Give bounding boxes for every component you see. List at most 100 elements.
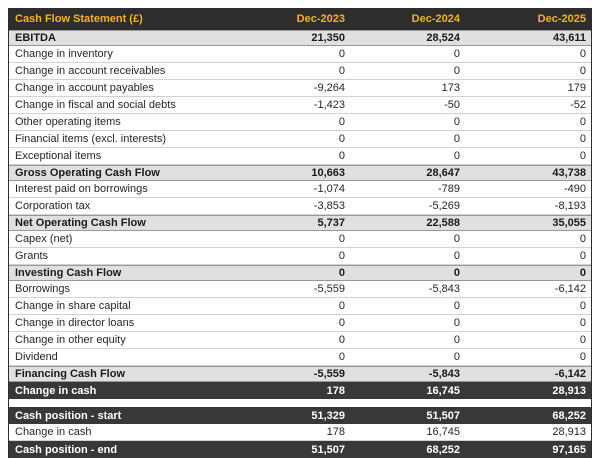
row-value: 16,745: [426, 426, 460, 438]
row-value: 51,507: [311, 443, 345, 456]
row-value: 0: [579, 65, 586, 77]
row-value: 0: [579, 250, 586, 262]
table-body: EBITDA 21,350 28,524 43,611 Change in invent…: [9, 30, 591, 458]
row-label: Other operating items: [15, 116, 121, 128]
row-value: 0: [579, 116, 586, 128]
row-value: -50: [444, 99, 460, 111]
row-value: -789: [437, 183, 460, 195]
row-value: -5,269: [428, 200, 460, 212]
table-row: Interest paid on borrowings -1,074 -789 -49…: [9, 181, 591, 198]
row-value: 0: [579, 48, 586, 60]
table-row: Change in inventory 0 0 0: [9, 46, 591, 63]
row-value: -1,074: [313, 183, 345, 195]
table-row: EBITDA 21,350 28,524 43,611: [9, 30, 591, 46]
row-value: 0: [579, 317, 586, 329]
row-value: 0: [453, 116, 460, 128]
row-label: Change in director loans: [15, 317, 135, 329]
row-label: Interest paid on borrowings: [15, 183, 148, 195]
column-header-dec-2023: Dec-2023: [296, 13, 345, 25]
row-value: 0: [338, 116, 345, 128]
table-row: Corporation tax -3,853 -5,269 -8,193: [9, 198, 591, 215]
table-row: Change in other equity 0 0 0: [9, 332, 591, 349]
row-value: -6,142: [554, 368, 586, 380]
row-label: Gross Operating Cash Flow: [15, 167, 160, 179]
row-value: 43,738: [552, 167, 586, 179]
row-label: Net Operating Cash Flow: [15, 217, 146, 229]
table-row: Cash position - end 51,507 68,252 97,165: [9, 441, 591, 458]
row-value: 97,165: [552, 443, 586, 456]
row-value: 0: [579, 133, 586, 145]
column-header-dec-2025: Dec-2025: [537, 13, 586, 25]
row-value: 28,913: [552, 426, 586, 438]
row-value: 0: [453, 334, 460, 346]
row-value: 43,611: [552, 32, 586, 44]
row-value: -5,559: [313, 368, 345, 380]
row-value: 68,252: [426, 443, 460, 456]
table-row: Cash position - start 51,329 51,507 68,252: [9, 407, 591, 424]
row-value: 0: [338, 317, 345, 329]
row-label: Change in share capital: [15, 300, 131, 312]
row-value: 0: [453, 351, 460, 363]
row-value: 178: [326, 426, 345, 438]
row-value: 0: [453, 150, 460, 162]
row-value: 0: [338, 300, 345, 312]
table-row: Change in cash 178 16,745 28,913: [9, 382, 591, 399]
row-value: 0: [453, 317, 460, 329]
row-value: -1,423: [313, 99, 345, 111]
row-label: Borrowings: [15, 283, 71, 295]
row-value: 0: [579, 351, 586, 363]
row-value: 0: [453, 300, 460, 312]
row-value: -490: [563, 183, 586, 195]
row-value: 0: [338, 133, 345, 145]
row-label: Investing Cash Flow: [15, 267, 122, 279]
row-value: 0: [338, 250, 345, 262]
row-value: 22,588: [426, 217, 460, 229]
row-label: Change in cash: [15, 426, 92, 438]
row-value: -9,264: [313, 82, 345, 94]
row-value: 0: [579, 300, 586, 312]
row-label: Cash position - start: [15, 409, 122, 422]
row-value: 0: [579, 267, 586, 279]
row-value: -5,843: [428, 368, 460, 380]
row-value: 0: [338, 334, 345, 346]
row-label: Exceptional items: [15, 150, 102, 162]
row-value: 16,745: [426, 384, 460, 397]
table-row: Change in share capital 0 0 0: [9, 298, 591, 315]
row-value: 51,507: [426, 409, 460, 422]
table-row: Borrowings -5,559 -5,843 -6,142: [9, 281, 591, 298]
row-value: 0: [338, 48, 345, 60]
row-value: 51,329: [311, 409, 345, 422]
row-value: 0: [579, 150, 586, 162]
row-value: 28,913: [552, 384, 586, 397]
row-label: Financial items (excl. interests): [15, 133, 166, 145]
row-value: 179: [567, 82, 586, 94]
row-label: Change in cash: [15, 384, 97, 397]
row-value: 0: [338, 233, 345, 245]
row-label: Dividend: [15, 351, 58, 363]
column-header-dec-2024: Dec-2024: [411, 13, 460, 25]
row-label: Change in other equity: [15, 334, 126, 346]
row-label: Financing Cash Flow: [15, 368, 126, 380]
table-row: Financial items (excl. interests) 0 0 0: [9, 131, 591, 148]
row-label: Change in account receivables: [15, 65, 166, 77]
table-row: Dividend 0 0 0: [9, 349, 591, 366]
row-label: Change in fiscal and social debts: [15, 99, 176, 111]
row-value: 28,647: [426, 167, 460, 179]
table-row: Net Operating Cash Flow 5,737 22,588 35,055: [9, 215, 591, 231]
row-value: -8,193: [554, 200, 586, 212]
row-value: 35,055: [552, 217, 586, 229]
table-row: Change in cash 178 16,745 28,913: [9, 424, 591, 441]
row-value: 0: [453, 267, 460, 279]
row-value: -3,853: [313, 200, 345, 212]
row-value: 173: [441, 82, 460, 94]
row-value: 68,252: [552, 409, 586, 422]
row-value: 0: [453, 65, 460, 77]
table-row: Change in account receivables 0 0 0: [9, 63, 591, 80]
table-row: Change in director loans 0 0 0: [9, 315, 591, 332]
row-value: 10,663: [311, 167, 345, 179]
row-value: -5,843: [428, 283, 460, 295]
row-value: 28,524: [426, 32, 460, 44]
table-row: Change in account payables -9,264 173 179: [9, 80, 591, 97]
table-row: Grants 0 0 0: [9, 248, 591, 265]
